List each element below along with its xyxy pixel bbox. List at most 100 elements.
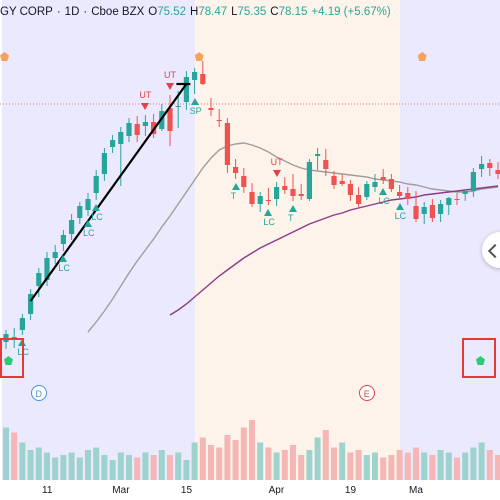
signal-label: LC [378, 196, 390, 206]
signal-up-icon [190, 98, 199, 105]
volume-bar [167, 455, 173, 480]
trendline [29, 83, 188, 302]
volume-bar [306, 450, 313, 480]
volume-bar [470, 447, 477, 480]
volume-bar [388, 455, 395, 480]
candle-body [77, 206, 83, 218]
signal-label: SP [189, 106, 202, 116]
volume-bar [314, 437, 321, 480]
volume-bar [240, 427, 247, 480]
low-label: L [231, 6, 238, 18]
zone-marker: E [358, 385, 375, 401]
volume-bar [249, 420, 255, 480]
candle-body [183, 77, 189, 102]
volume-bar [372, 452, 378, 480]
close-value: 78.15 [278, 6, 308, 18]
candle-body [446, 198, 452, 205]
volume-bar [158, 450, 165, 480]
scroll-right-button[interactable] [482, 232, 500, 268]
volume-bar [27, 450, 34, 480]
zone-start-icon [417, 52, 427, 61]
signal-up-icon [231, 183, 240, 190]
volume-bar [290, 445, 296, 480]
volume-bar [109, 460, 116, 480]
volume-bar [339, 442, 346, 480]
low-value: 75.35 [237, 6, 267, 18]
signal-pentagon-icon [476, 356, 485, 365]
candle-body [290, 189, 296, 196]
volume-bar [454, 457, 460, 480]
candle-body [388, 179, 394, 189]
signal-up-icon [92, 204, 101, 211]
candle-body [315, 154, 321, 156]
signal-up-icon [59, 255, 68, 262]
time-axis[interactable]: 11 Mar 15 Apr 19 Ma [0, 482, 500, 500]
signal-label: UT [164, 70, 176, 80]
zone-start-icon [0, 52, 9, 61]
candle-body [44, 258, 50, 280]
high-value: 78.47 [198, 6, 228, 18]
candle-body [69, 220, 75, 234]
volume-bar [437, 450, 444, 480]
volume-bar [404, 452, 411, 480]
candle-body [421, 207, 427, 214]
volume-bar [232, 440, 239, 480]
close-label: C [270, 6, 279, 18]
candle-body [93, 176, 99, 193]
candle-body [339, 181, 345, 184]
candle-body [470, 172, 476, 191]
volume-bar [281, 450, 288, 480]
chevron-left-icon [487, 243, 500, 259]
volume-bar [134, 457, 141, 480]
candle-body [85, 199, 91, 210]
time-axis-tick: 11 [42, 485, 53, 496]
signal-label: T [230, 191, 237, 201]
volume-bar [191, 442, 198, 480]
volume-bar [85, 450, 91, 480]
candle-body [265, 200, 271, 201]
candle-body [380, 177, 386, 180]
candle-body [372, 182, 378, 187]
candle-body [282, 186, 288, 190]
candle-body [306, 162, 312, 199]
signal-label: LC [91, 212, 103, 222]
time-axis-tick: Mar [112, 485, 130, 496]
volume-bar [322, 430, 329, 480]
time-axis-tick: Apr [268, 485, 285, 496]
candle-body [438, 204, 444, 214]
candle-body [323, 160, 329, 169]
signal-down-icon [166, 83, 174, 90]
signal-label: UT [270, 157, 283, 167]
volume-bar [413, 447, 419, 480]
moving-average-slow [169, 185, 499, 316]
zone-start-icon [194, 52, 204, 61]
volume-bar [76, 457, 83, 480]
volume-bar [347, 452, 354, 480]
candle-body [356, 195, 362, 204]
candle-body [364, 184, 370, 197]
signal-down-icon [141, 103, 150, 110]
volume-bar [257, 442, 264, 480]
candle-body [495, 170, 500, 174]
symbol-name[interactable]: GY CORP [0, 6, 53, 18]
volume-bar [19, 442, 26, 480]
candle-body [200, 74, 206, 84]
signal-label: LC [58, 263, 70, 273]
candle-body [405, 193, 411, 199]
highlight-box [462, 338, 496, 378]
volume-bar [11, 432, 18, 480]
volume-bar [462, 452, 469, 480]
candle-body [462, 191, 468, 194]
candle-body [397, 192, 403, 196]
signal-label: LC [263, 217, 275, 227]
candle-body [216, 120, 222, 121]
signal-label: T [288, 213, 294, 223]
candle-body [142, 122, 148, 126]
signal-up-icon [264, 209, 273, 216]
interval-label[interactable]: 1D [64, 6, 80, 18]
volume-bar [142, 452, 149, 480]
signal-up-icon [395, 203, 404, 210]
volume-bar [429, 455, 436, 480]
